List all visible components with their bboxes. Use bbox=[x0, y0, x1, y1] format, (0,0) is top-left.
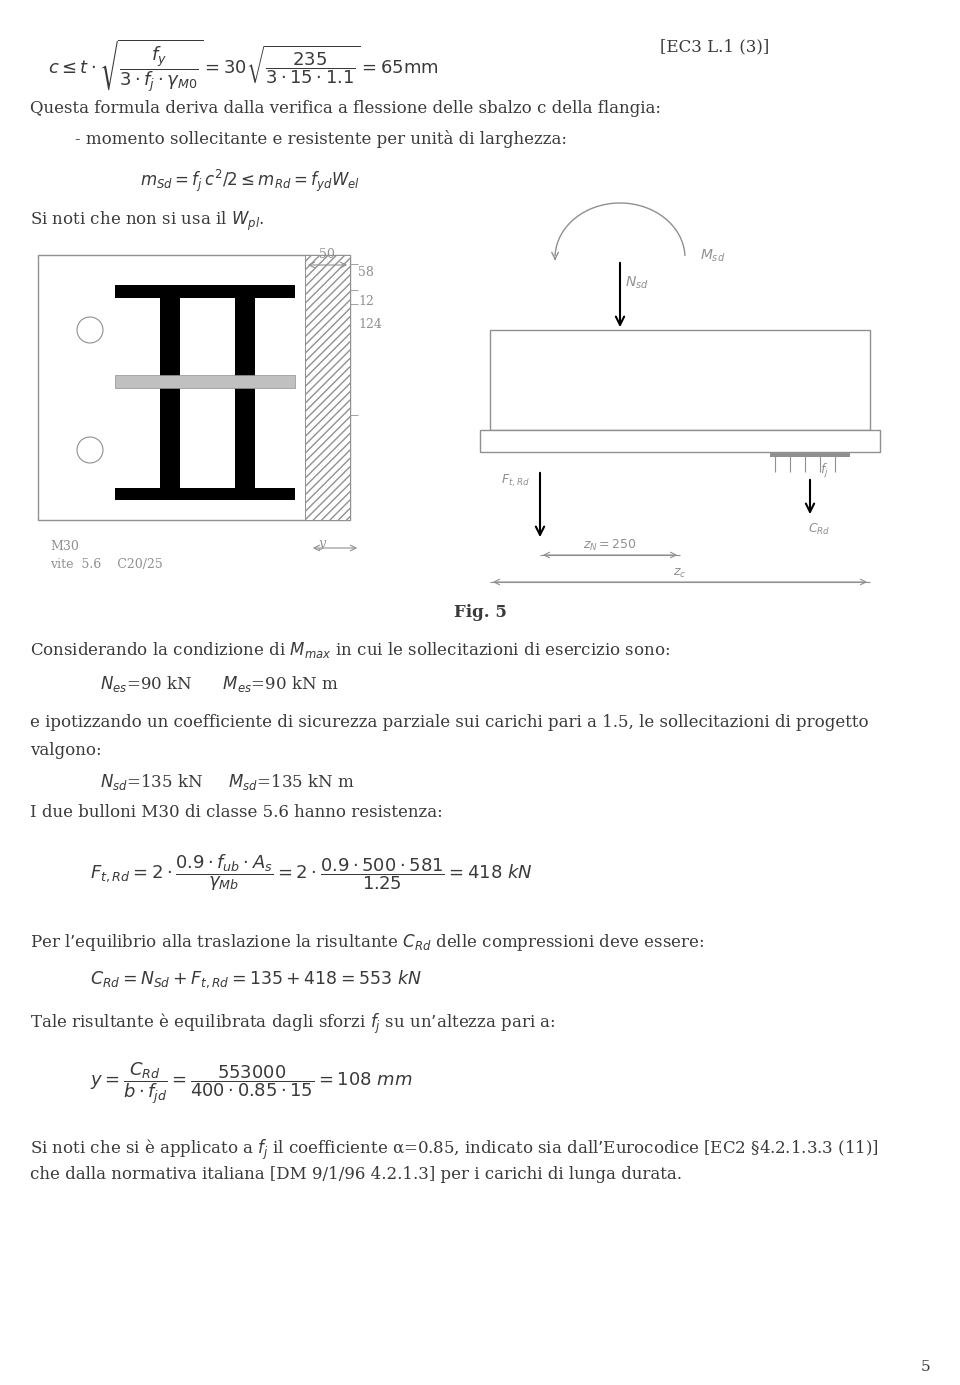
Text: 5: 5 bbox=[921, 1360, 930, 1374]
Text: Si noti che non si usa il $W_{pl}$.: Si noti che non si usa il $W_{pl}$. bbox=[30, 211, 265, 233]
Bar bbox=[115, 285, 295, 298]
Text: $c \leq t \cdot \sqrt{\dfrac{f_y}{3 \cdot f_j \cdot \gamma_{M0}}} = 30\sqrt{\dfr: $c \leq t \cdot \sqrt{\dfrac{f_y}{3 \cdo… bbox=[48, 37, 439, 96]
Text: $f_j$: $f_j$ bbox=[820, 463, 828, 481]
Bar bbox=[115, 488, 295, 500]
Text: I due bulloni M30 di classe 5.6 hanno resistenza:: I due bulloni M30 di classe 5.6 hanno re… bbox=[30, 805, 443, 821]
Bar bbox=[38, 255, 350, 519]
Bar bbox=[770, 452, 850, 457]
Text: - momento sollecitante e resistente per unità di larghezza:: - momento sollecitante e resistente per … bbox=[75, 130, 567, 148]
Text: Per l’equilibrio alla traslazione la risultante $C_{Rd}$ delle compressioni deve: Per l’equilibrio alla traslazione la ris… bbox=[30, 932, 705, 953]
Bar bbox=[305, 255, 350, 519]
Text: M30: M30 bbox=[50, 540, 79, 553]
Text: $z_N{=}250$: $z_N{=}250$ bbox=[583, 537, 636, 553]
Bar bbox=[490, 330, 870, 429]
Text: Questa formula deriva dalla verifica a flessione delle sbalzo c della flangia:: Questa formula deriva dalla verifica a f… bbox=[30, 100, 661, 116]
Text: 12: 12 bbox=[358, 295, 373, 307]
Text: e ipotizzando un coefficiente di sicurezza parziale sui carichi pari a 1.5, le s: e ipotizzando un coefficiente di sicurez… bbox=[30, 715, 869, 731]
Text: $N_{sd}$=135 kN     $M_{sd}$=135 kN m: $N_{sd}$=135 kN $M_{sd}$=135 kN m bbox=[100, 771, 355, 792]
Text: [EC3 L.1 (3)]: [EC3 L.1 (3)] bbox=[660, 37, 769, 55]
Text: che dalla normativa italiana [DM 9/1/96 4.2.1.3] per i carichi di lunga durata.: che dalla normativa italiana [DM 9/1/96 … bbox=[30, 1166, 682, 1183]
Text: valgono:: valgono: bbox=[30, 742, 102, 759]
Bar bbox=[160, 298, 180, 488]
Text: $y = \dfrac{C_{Rd}}{b \cdot f_{jd}} = \dfrac{553000}{400 \cdot 0.85 \cdot 15} = : $y = \dfrac{C_{Rd}}{b \cdot f_{jd}} = \d… bbox=[90, 1060, 413, 1105]
Bar bbox=[480, 429, 880, 452]
Text: vite  5.6    C20/25: vite 5.6 C20/25 bbox=[50, 558, 163, 571]
Text: 50: 50 bbox=[319, 248, 335, 260]
Text: Tale risultante è equilibrata dagli sforzi $f_j$ su un’altezza pari a:: Tale risultante è equilibrata dagli sfor… bbox=[30, 1012, 556, 1036]
Bar bbox=[115, 375, 295, 388]
Text: $M_{sd}$: $M_{sd}$ bbox=[700, 248, 725, 265]
Text: Considerando la condizione di $M_{max}$ in cui le sollecitazioni di esercizio so: Considerando la condizione di $M_{max}$ … bbox=[30, 640, 670, 661]
Text: $F_{t,Rd} = 2 \cdot \dfrac{0.9 \cdot f_{ub} \cdot A_s}{\gamma_{Mb}} = 2 \cdot \d: $F_{t,Rd} = 2 \cdot \dfrac{0.9 \cdot f_{… bbox=[90, 852, 533, 893]
Text: $C_{Rd} = N_{Sd} + F_{t,Rd} = 135+418 = 553 \ kN$: $C_{Rd} = N_{Sd} + F_{t,Rd} = 135+418 = … bbox=[90, 968, 421, 990]
Text: 58: 58 bbox=[358, 266, 373, 278]
Text: $F_{t,Rd}$: $F_{t,Rd}$ bbox=[501, 474, 530, 489]
Text: y: y bbox=[318, 537, 325, 550]
Text: $C_{Rd}$: $C_{Rd}$ bbox=[808, 522, 830, 537]
Text: $N_{sd}$: $N_{sd}$ bbox=[625, 276, 649, 291]
Text: $m_{Sd} = f_j \, c^2/2 \leq m_{Rd} = f_{yd} W_{el}$: $m_{Sd} = f_j \, c^2/2 \leq m_{Rd} = f_{… bbox=[140, 168, 360, 194]
Text: $z_c$: $z_c$ bbox=[673, 566, 686, 580]
Text: 124: 124 bbox=[358, 319, 382, 331]
Text: Fig. 5: Fig. 5 bbox=[453, 604, 507, 620]
Text: Si noti che si è applicato a $f_j$ il coefficiente α=0.85, indicato sia dall’Eur: Si noti che si è applicato a $f_j$ il co… bbox=[30, 1138, 879, 1162]
Bar bbox=[235, 298, 255, 488]
Text: $N_{es}$=90 kN      $M_{es}$=90 kN m: $N_{es}$=90 kN $M_{es}$=90 kN m bbox=[100, 674, 339, 694]
